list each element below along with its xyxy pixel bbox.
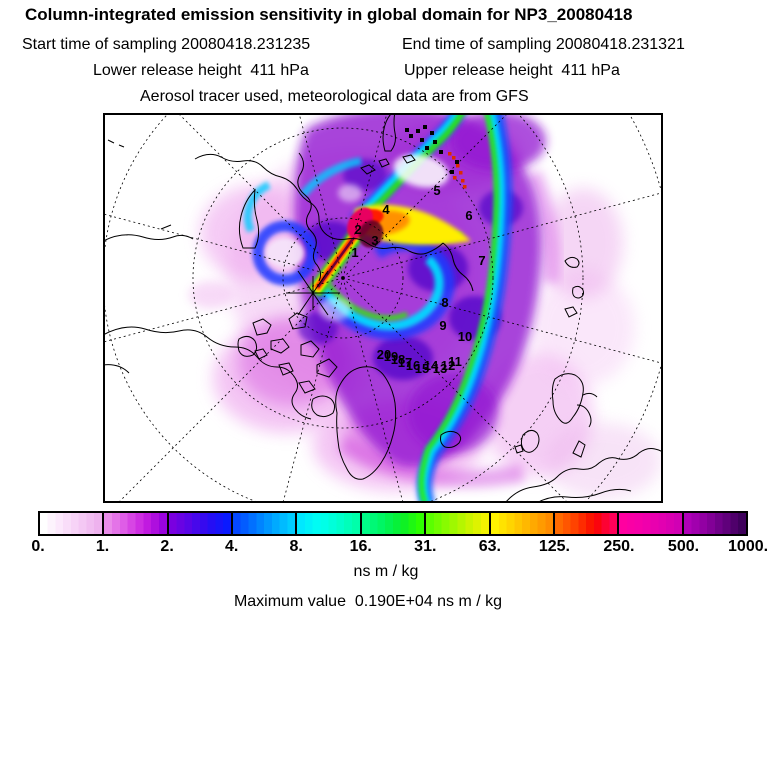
receptor-star-marker — [286, 270, 340, 316]
source-marker-black — [405, 128, 409, 132]
map-frame — [103, 113, 663, 503]
map-point-label-8: 8 — [441, 295, 448, 310]
colorbar — [38, 511, 748, 536]
colorbar-tick-label: 125. — [538, 538, 570, 555]
colorbar-segment-10 — [617, 513, 682, 534]
map-point-label-10: 10 — [458, 329, 472, 344]
source-marker-black — [430, 131, 434, 135]
source-marker-red — [452, 156, 456, 160]
plume-hot-core — [307, 204, 471, 298]
colorbar-segment-7 — [424, 513, 489, 534]
map-point-label-4: 4 — [382, 202, 390, 217]
map-point-label-9: 9 — [439, 318, 446, 333]
colorbar-segment-4 — [231, 513, 296, 534]
source-marker-black — [433, 140, 437, 144]
source-marker-black — [420, 138, 424, 142]
map-point-label-13: 13 — [433, 361, 447, 376]
map-point-label-14: 14 — [424, 358, 439, 373]
source-marker-black — [416, 129, 420, 133]
colorbar-units-label: ns m / kg — [353, 563, 419, 580]
graticule — [103, 113, 663, 503]
map-point-label-3: 3 — [371, 233, 378, 248]
source-marker-black — [439, 150, 443, 154]
colorbar-segment-2 — [102, 513, 167, 534]
map-point-label-11: 11 — [448, 354, 462, 369]
colorbar-segment-3 — [166, 513, 232, 534]
colorbar-tick-label: 1. — [95, 538, 110, 555]
colorbar-tick-label: 16. — [349, 538, 372, 555]
colorbar-tick-labels: 0. 1. 2. 4. 8. 16. 31. 63. 125. 250. 500. 1000. — [0, 538, 768, 556]
map-point-label-12: 12 — [441, 358, 455, 373]
plume-band-layer — [243, 113, 512, 503]
colorbar-segment-5 — [295, 513, 360, 534]
plot-title: Column-integrated emission sensitivity i… — [25, 5, 633, 24]
colorbar-segment-9 — [552, 513, 618, 534]
colorbar-segment-8 — [488, 513, 553, 534]
colorbar-segment-1 — [40, 513, 103, 534]
colorbar-tick-label: 1000. — [728, 538, 768, 555]
colorbar-tick-label: 250. — [603, 538, 635, 555]
map-point-label-16: 16 — [406, 358, 420, 373]
source-marker-red — [461, 179, 465, 183]
colorbar-tick-label: 4. — [224, 538, 239, 555]
colorbar-segment-6 — [359, 513, 425, 534]
start-time-label: Start time of sampling 20080418.231235 — [22, 36, 311, 53]
map-panel: 1 2 3 4 5 6 7 8 9 10 11 12 13 14 15 16 17 18 19 20 — [103, 113, 663, 503]
end-time-label: End time of sampling 20080418.231321 — [402, 36, 685, 53]
map-point-label-1: 1 — [351, 245, 358, 260]
lower-release-height-label: Lower release height 411 hPa — [93, 62, 309, 79]
colorbar-tick-label: 63. — [478, 538, 501, 555]
colorbar-tick-label: 0. — [31, 538, 45, 555]
source-marker-red — [456, 164, 460, 168]
map-point-label-5: 5 — [433, 183, 440, 198]
upper-release-height-label: Upper release height 411 hPa — [404, 62, 620, 79]
map-point-label-2: 2 — [354, 222, 361, 237]
source-marker-black — [425, 146, 429, 150]
map-point-label-20: 20 — [377, 347, 391, 362]
colorbar-tick-label: 500. — [667, 538, 700, 555]
source-marker-black — [423, 125, 427, 129]
colorbar-tick-label: 8. — [289, 538, 303, 555]
colorbar-tick-label: 2. — [160, 538, 174, 555]
map-point-label-15: 15 — [415, 361, 429, 376]
source-marker-black — [409, 134, 413, 138]
source-marker-black — [455, 160, 459, 164]
tracer-info-label: Aerosol tracer used, meteorological data… — [140, 88, 529, 105]
source-marker-black — [450, 170, 454, 174]
source-marker-red — [453, 176, 457, 180]
colorbar-tick-label: 31. — [414, 538, 437, 555]
map-point-label-19: 19 — [384, 349, 398, 364]
map-point-label-6: 6 — [465, 208, 472, 223]
source-markers — [405, 125, 467, 189]
coastlines — [103, 113, 663, 503]
colorbar-segment-11 — [681, 513, 746, 534]
source-marker-red — [448, 152, 452, 156]
map-point-label-18: 18 — [391, 352, 405, 367]
source-marker-red — [459, 171, 463, 175]
map-point-label-7: 7 — [478, 253, 485, 268]
maximum-value-label: Maximum value 0.190E+04 ns m / kg — [233, 593, 503, 610]
source-marker-red — [463, 185, 467, 189]
map-point-label-17: 17 — [398, 355, 412, 370]
